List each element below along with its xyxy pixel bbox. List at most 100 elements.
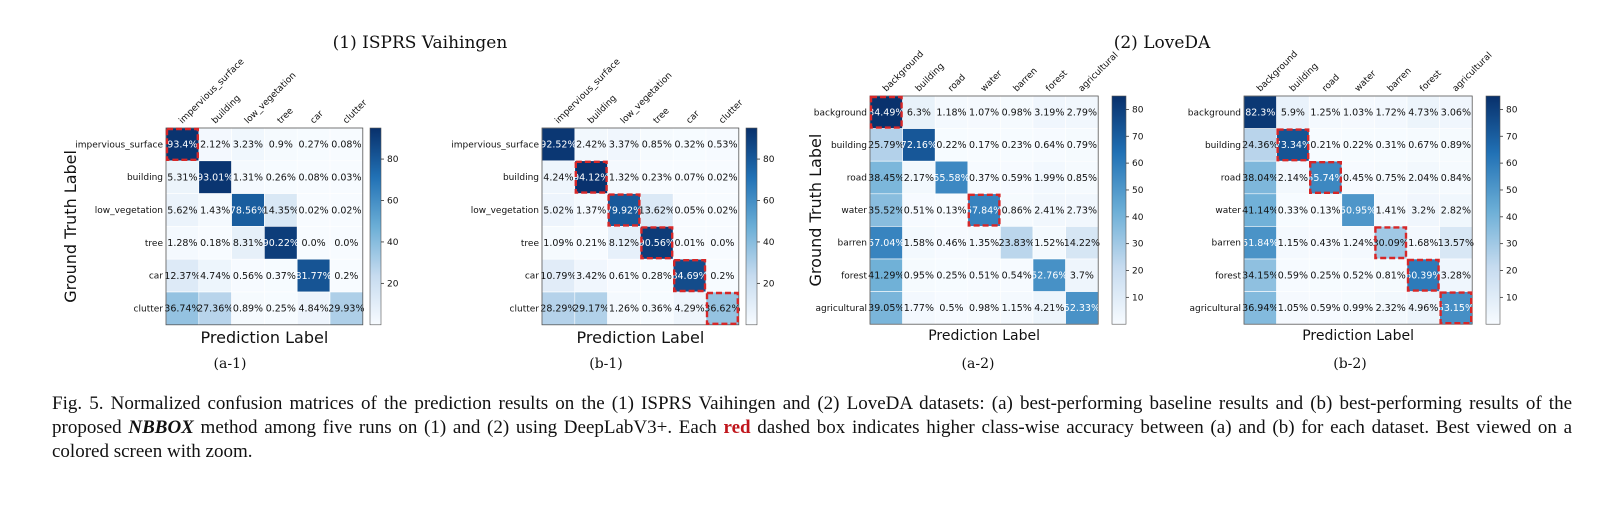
colorbar-tick-label: 80: [387, 155, 399, 165]
row-tick-label: building: [1205, 141, 1241, 151]
cell-value-label: 94.12%: [573, 173, 609, 184]
cell-value-label: 4.24%: [543, 173, 573, 184]
heatmap-cell: [902, 95, 936, 129]
heatmap-cell: [1032, 291, 1066, 325]
cell-value-label: 4.74%: [200, 271, 230, 282]
cell-value-label: 0.28%: [642, 271, 672, 282]
heatmap-cell: [1341, 226, 1375, 260]
row-tick-label: building: [127, 173, 163, 183]
colorbar-tick-label: 80: [1506, 105, 1518, 115]
cell-value-label: 2.04%: [1408, 173, 1438, 184]
cell-value-label: 0.64%: [1034, 140, 1064, 151]
row-tick-label: car: [149, 272, 163, 282]
cell-value-label: 0.61%: [609, 271, 639, 282]
col-tick-label: road: [1321, 73, 1342, 94]
cell-value-label: 1.15%: [1002, 303, 1032, 314]
cell-value-label: 0.08%: [299, 173, 329, 184]
col-tick-label: agricultural: [1077, 51, 1121, 95]
cell-value-label: 0.23%: [1002, 140, 1032, 151]
cell-value-label: 2.17%: [904, 173, 934, 184]
heatmap-cell: [1000, 291, 1034, 325]
heatmap-cell: [165, 127, 200, 162]
cell-value-label: 2.73%: [1067, 205, 1097, 216]
row-tick-label: clutter: [510, 304, 540, 314]
row-tick-label: low_vegetation: [471, 206, 539, 216]
heatmap-cell: [1439, 258, 1473, 292]
cell-value-label: 50.95%: [1340, 205, 1376, 216]
col-tick-label: building: [1288, 62, 1321, 95]
heatmap-cell: [198, 226, 232, 260]
heatmap-cell: [1243, 226, 1277, 260]
cell-value-label: 3.42%: [576, 271, 606, 282]
col-tick-label: forest: [1418, 68, 1444, 94]
panel-sub-label: (b-1): [589, 356, 623, 372]
cell-value-label: 8.31%: [233, 238, 263, 249]
heatmap-cell: [1308, 226, 1343, 260]
cell-value-label: 3.2%: [1411, 205, 1435, 216]
heatmap-cell: [1032, 193, 1066, 227]
cell-value-label: 5.31%: [167, 173, 197, 184]
cell-value-label: 60.39%: [1405, 271, 1441, 282]
cell-value-label: 41.14%: [1242, 205, 1278, 216]
caption-part2: method among five runs on (1) and (2) us…: [193, 417, 724, 438]
row-tick-label: building: [503, 173, 539, 183]
cell-value-label: 0.26%: [266, 173, 296, 184]
cell-value-label: 0.07%: [675, 173, 705, 184]
row-tick-label: road: [1221, 174, 1241, 184]
heatmap-cell: [640, 226, 674, 260]
cell-value-label: 1.68%: [1408, 238, 1438, 249]
cell-value-label: 0.75%: [1376, 173, 1406, 184]
heatmap-cell: [902, 291, 936, 325]
highlight-dashed-box: [705, 291, 739, 325]
colorbar: [369, 127, 382, 326]
cell-value-label: 82.3%: [1245, 108, 1275, 119]
row-tick-label: barren: [1211, 239, 1241, 249]
heatmap-cell: [607, 258, 641, 293]
cell-value-label: 1.25%: [1310, 108, 1340, 119]
y-axis-label: Ground Truth Label: [61, 150, 80, 303]
cell-value-label: 35.52%: [868, 205, 904, 216]
x-axis-label: Prediction Label: [928, 328, 1040, 344]
cell-value-label: 30.09%: [1373, 238, 1409, 249]
heatmap-cell: [165, 258, 200, 293]
col-tick-label: road: [947, 73, 968, 94]
heatmap-cell: [1374, 226, 1408, 260]
row-tick-label: water: [1215, 206, 1241, 216]
heatmap-panel: 82.3% 5.9% 1.25% 1.03% 1.72% 4.73% 3.06% 24.36%…: [1188, 49, 1518, 372]
heatmap-cell: [329, 193, 364, 227]
cell-value-label: 1.37%: [576, 205, 606, 216]
cell-value-label: 0.85%: [642, 140, 672, 151]
cell-value-label: 1.05%: [1278, 303, 1308, 314]
heatmap-cell: [902, 258, 936, 292]
col-tick-label: building: [586, 94, 619, 127]
heatmap-cell: [1032, 128, 1066, 162]
heatmap-cell: [1243, 160, 1277, 195]
cell-value-label: 0.32%: [675, 140, 705, 151]
cell-value-label: 0.56%: [233, 271, 263, 282]
col-tick-label: barren: [1386, 66, 1414, 94]
colorbar-tick-label: 40: [1132, 213, 1144, 223]
colorbar: [745, 127, 758, 326]
cell-value-label: 0.59%: [1002, 173, 1032, 184]
heatmap-cell: [1000, 258, 1034, 292]
heatmap-cell: [967, 258, 1001, 292]
cell-value-label: 0.23%: [642, 173, 672, 184]
colorbar-tick-label: 20: [1132, 267, 1144, 277]
cell-value-label: 1.09%: [543, 238, 573, 249]
heatmap-cell: [541, 226, 576, 260]
heatmap-frame: [165, 127, 364, 326]
cell-value-label: 1.03%: [1343, 108, 1373, 119]
heatmap-cell: [574, 127, 608, 162]
cell-value-label: 1.43%: [200, 205, 230, 216]
panel-sub-label: (b-2): [1333, 356, 1367, 372]
colorbar-tick-label: 60: [763, 197, 775, 207]
heatmap-cell: [1065, 95, 1099, 129]
cell-value-label: 4.84%: [299, 304, 329, 315]
heatmap-cell: [1243, 95, 1277, 129]
colorbar-tick-label: 40: [1506, 213, 1518, 223]
cell-value-label: 39.05%: [868, 303, 904, 314]
colorbar: [1111, 95, 1127, 325]
cell-value-label: 0.81%: [1376, 271, 1406, 282]
colorbar-tick-label: 30: [1506, 240, 1518, 250]
heatmap-cell: [1000, 226, 1034, 260]
